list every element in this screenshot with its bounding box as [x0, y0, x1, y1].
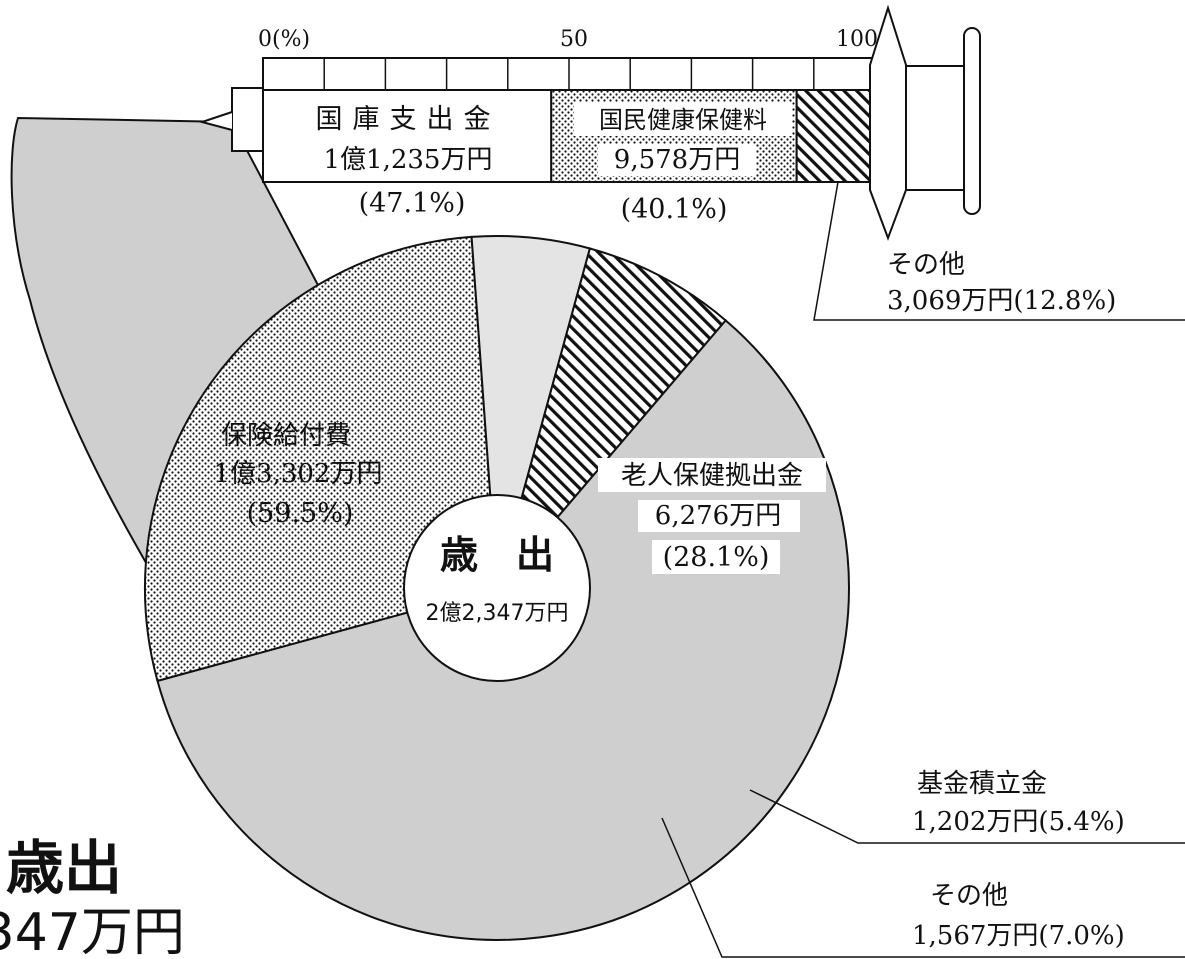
pie-label-other-amount: 1,567万円(7.0%) [912, 921, 1125, 951]
tick-label-50: 50 [560, 27, 588, 52]
tick-label-100: 100 [836, 27, 878, 52]
leader-line-kikin [749, 789, 1185, 844]
bar-segment-0 [262, 89, 553, 183]
pie-slice-3 [496, 247, 728, 589]
pie-label-rojin-amount-bg [638, 500, 800, 532]
syringe-plunger-rod [905, 65, 971, 191]
pie-label-rojin-amount: 6,276万円 [655, 501, 781, 531]
leader-line-pie-other [661, 817, 1185, 958]
syringe-plunger-cap [963, 27, 981, 215]
tick-label-0: 0(%) [258, 27, 310, 52]
syringe-needle [198, 111, 233, 131]
bar-label-hokenryo-amount: 9,578万円 [614, 145, 740, 175]
pie-center-title: 歳 出 [440, 533, 554, 577]
pie-center-disc [403, 494, 591, 682]
bar-label-hokenryo-name: 国民健康保健料 [599, 106, 767, 134]
pie-label-hoken-percent: (59.5%) [247, 498, 354, 529]
pie-center-total: 2億2,347万円 [426, 601, 569, 626]
pie-label-hoken-name: 保険給付費 [221, 421, 351, 451]
bar-label-kokko-percent: (47.1%) [359, 188, 466, 219]
pie-label-hoken-amount: 1億3,302万円 [214, 459, 383, 489]
pie-label-kikin-name: 基金積立金 [917, 769, 1047, 799]
bar-label-kokko-amount: 1億1,235万円 [324, 145, 493, 175]
pie-label-rojin-percent-bg [652, 540, 780, 574]
bar-label-kokko-name: 国庫支出金 [316, 104, 501, 135]
pie-label-kikin-amount: 1,202万円(5.4%) [912, 807, 1125, 837]
corner-title: 歳出 [6, 834, 122, 902]
corner-amount: 2,347万円 [0, 903, 185, 959]
bar-label-other-name: その他 [887, 250, 965, 280]
pie-label-rojin-percent: (28.1%) [663, 542, 770, 573]
bar-segment-2 [795, 89, 876, 183]
pie-label-other-name: その他 [930, 881, 1008, 911]
bar-label-other-amount: 3,069万円(12.8%) [887, 286, 1116, 316]
syringe-hub [231, 87, 264, 152]
bar-label-hokenryo-amount-bg [598, 144, 756, 176]
scale-ticks [323, 58, 815, 90]
bar-label-hokenryo-percent: (40.1%) [621, 194, 728, 225]
pie-label-rojin-name: 老人保健拠出金 [621, 461, 803, 491]
bar-label-hokenryo-bg [574, 102, 792, 136]
pie-label-rojin-name-bg [598, 458, 826, 492]
leader-line-bar-other [813, 181, 1185, 321]
